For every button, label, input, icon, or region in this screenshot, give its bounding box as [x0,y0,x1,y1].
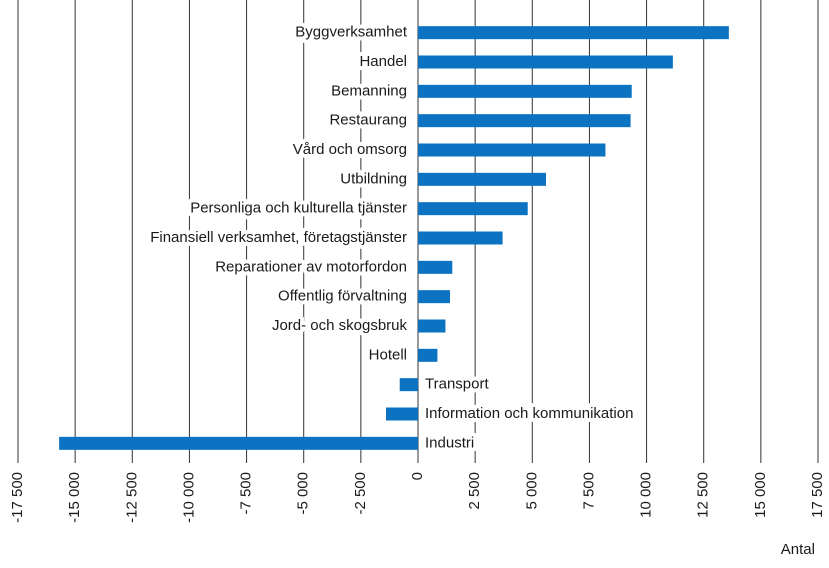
bar [418,319,446,333]
category-label: Transport [425,376,489,393]
layer [17,0,819,463]
category-label: Handel [359,53,407,70]
layer [59,26,729,450]
category-label: Hotell [369,346,407,363]
bar [418,114,631,128]
category-label: Reparationer av motorfordon [215,258,407,275]
x-tick-label: -7 500 [238,472,255,515]
bar [399,378,418,392]
x-tick-label: 0 [409,472,426,480]
category-label: Bemanning [331,82,407,99]
x-tick-label: 5 000 [523,472,540,510]
x-tick-label: -15 000 [66,472,83,523]
x-tick-label: -17 500 [9,472,26,523]
bar [418,202,528,216]
category-label: Restaurang [329,112,407,129]
x-tick-label: 2 500 [466,472,483,510]
bar [418,55,673,69]
x-tick-label: -5 000 [295,472,312,515]
x-axis-label: Antal [781,541,815,558]
bar [386,407,418,421]
bar [418,84,632,98]
x-tick-label: 10 000 [638,472,655,518]
bar [418,172,546,186]
category-label: Utbildning [340,170,407,187]
bar [59,436,419,450]
bar [418,143,606,157]
x-tick-label: -10 000 [180,472,197,523]
category-label: Byggverksamhet [295,24,408,41]
category-label: Vård och omsorg [293,141,407,158]
x-tick-label: 7 500 [580,472,597,510]
bar [418,231,503,245]
category-label: Finansiell verksamhet, företagstjänster [150,229,407,246]
category-label: Personliga och kulturella tjänster [190,200,407,217]
layer: Byggverksamhet Handel Bemanning Restaurang V… [146,20,637,456]
category-label: Information och kommunikation [425,405,633,422]
x-tick-label: -12 500 [123,472,140,523]
bar [418,348,438,362]
bar [418,260,453,274]
category-label: Jord- och skogsbruk [272,317,408,334]
bar [418,290,450,304]
x-tick-label: 17 500 [809,472,826,518]
x-tick-label: -2 500 [352,472,369,515]
x-tick-label: 15 000 [752,472,769,518]
category-label: Offentlig förvaltning [278,288,407,305]
x-tick-label: 12 500 [695,472,712,518]
bar [418,26,729,40]
category-label: Industri [425,434,474,451]
